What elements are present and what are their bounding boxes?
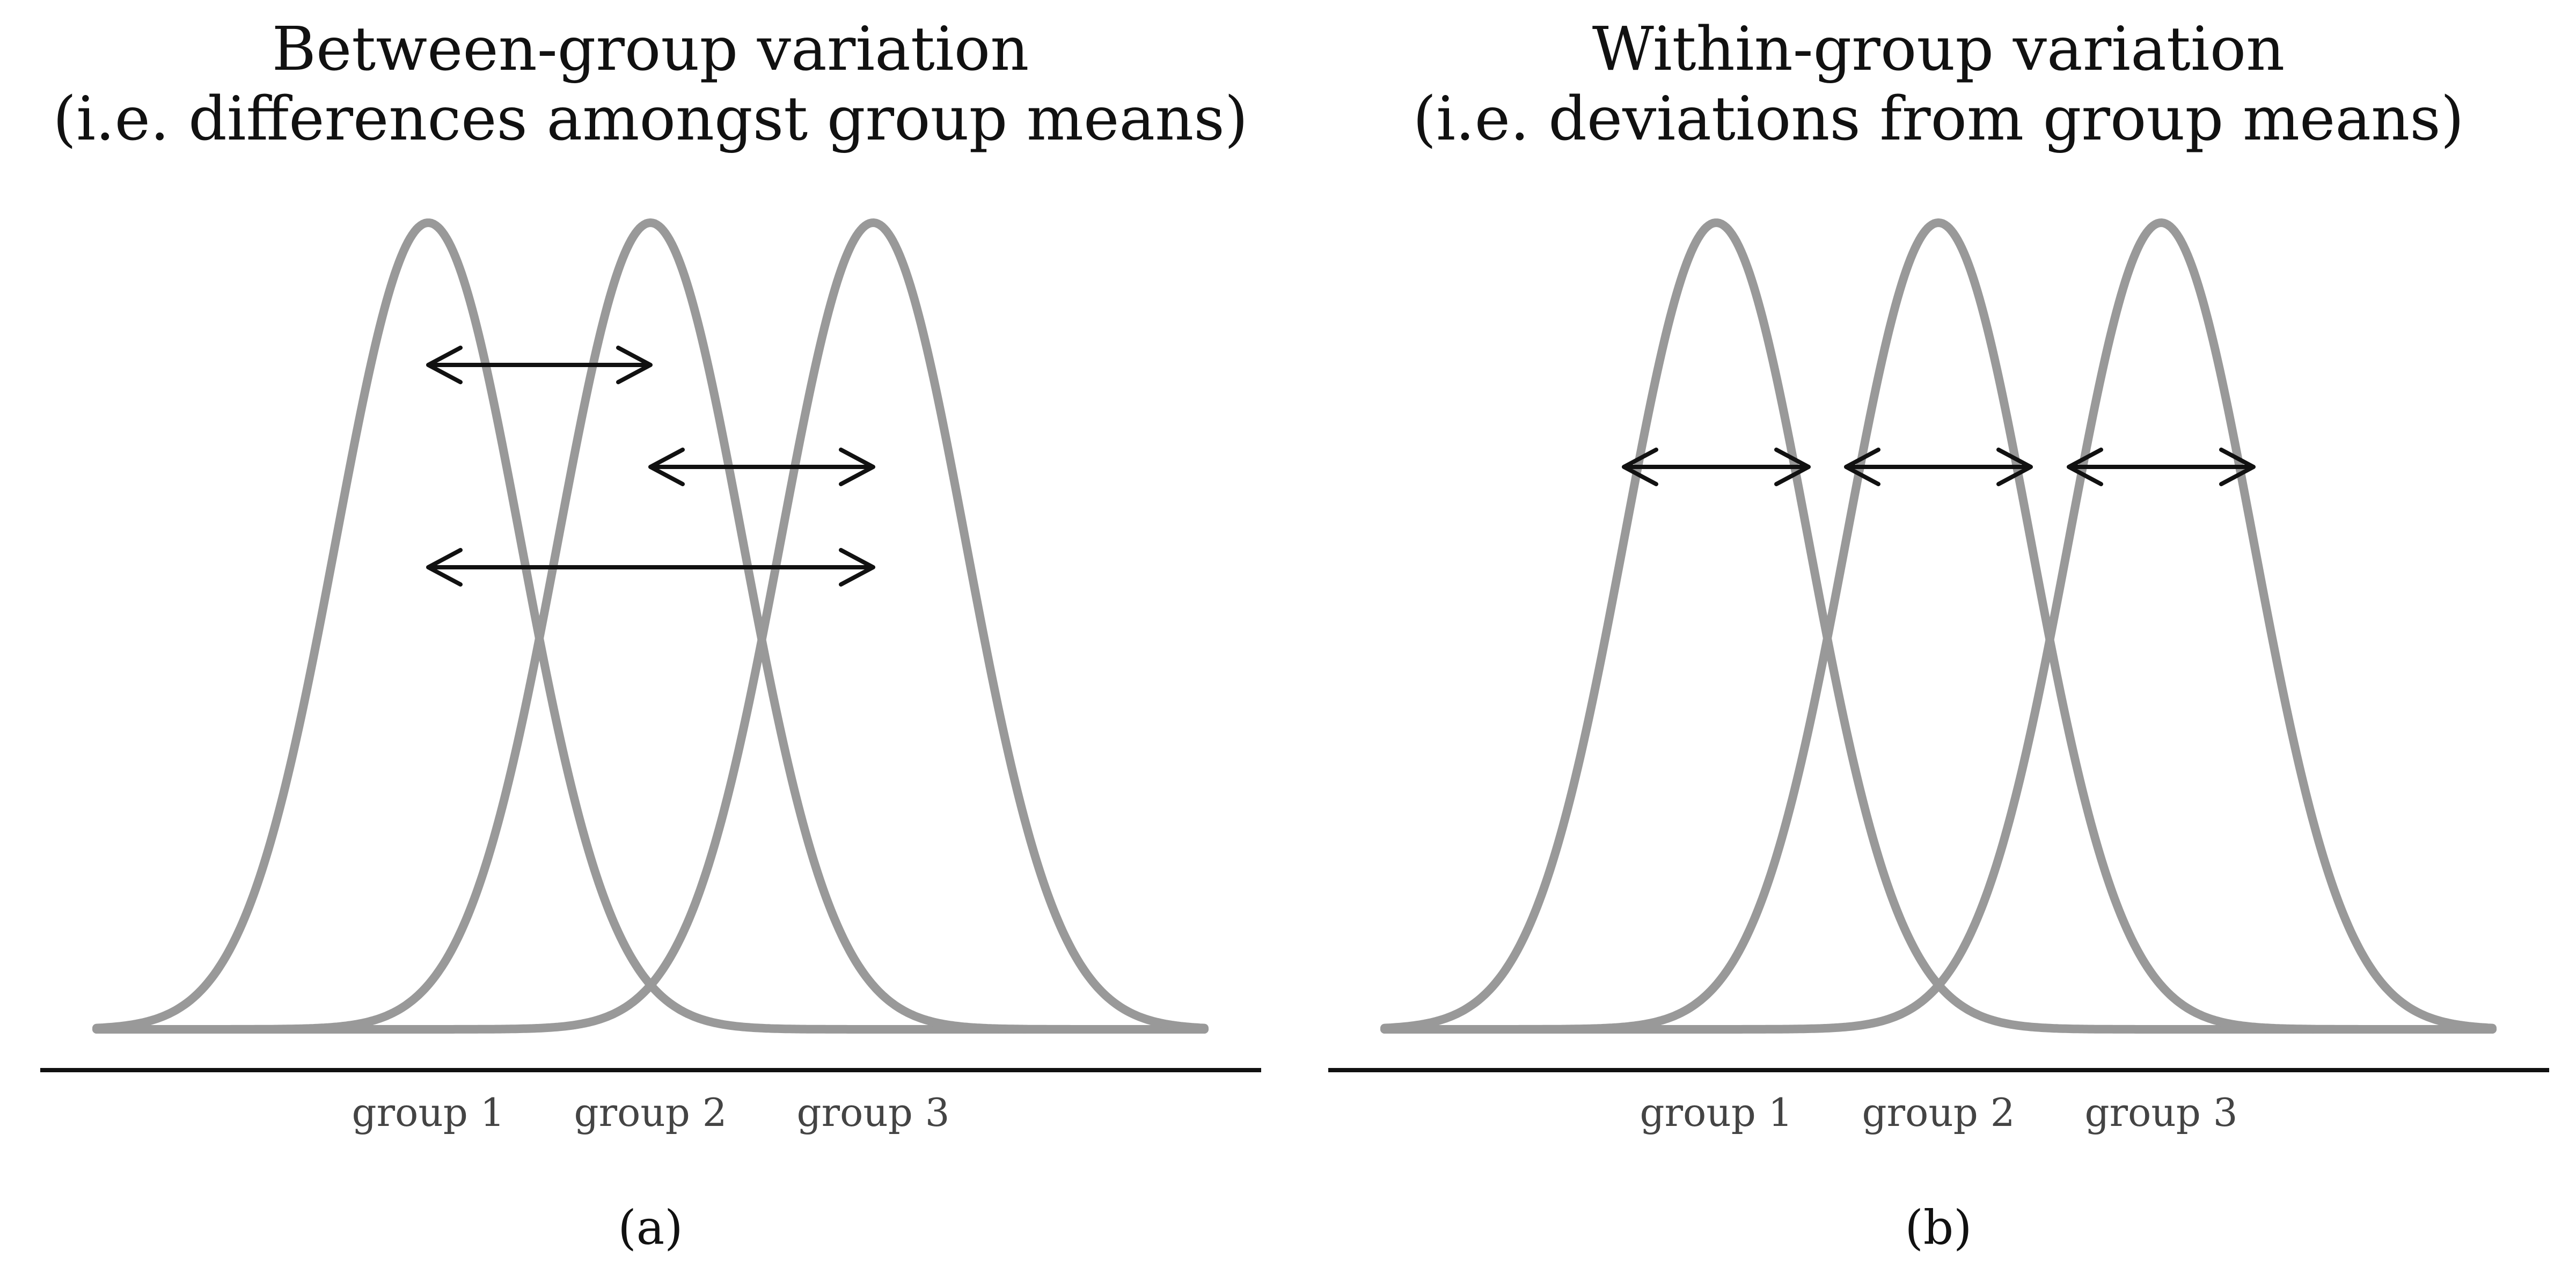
panel-between-group: Between-group variation (i.e. difference…	[40, 14, 1261, 1255]
panel-within-group: Within-group variation (i.e. deviations …	[1328, 14, 2549, 1255]
panel-b-tick-group-3: group 3	[2084, 1090, 2237, 1135]
panel-b-arrows	[1622, 448, 2256, 486]
panel-b-curves	[1380, 218, 2497, 1034]
panel-b-arrow-group-2	[1844, 448, 2033, 486]
panel-a-arrow-group-1-to-3	[426, 548, 875, 587]
panel-a-arrows	[426, 346, 875, 587]
panel-a-tick-group-1: group 1	[352, 1090, 504, 1135]
panel-b-tick-group-2: group 2	[1862, 1090, 2015, 1135]
panel-a-title-line1: Between-group variation	[272, 14, 1029, 84]
panel-b-arrow-group-1	[1622, 448, 1811, 486]
panel-b-curve-group-1	[1380, 218, 2497, 1034]
panel-a-curve-group-3	[92, 218, 1209, 1034]
panel-a-label: (a)	[618, 1200, 683, 1255]
panel-a-curve-group-2	[92, 218, 1209, 1034]
panel-b-title-line1: Within-group variation	[1592, 14, 2285, 84]
panel-b-curve-group-2	[1380, 218, 2497, 1034]
panel-a-tick-group-2: group 2	[574, 1090, 727, 1135]
panel-b-arrow-group-3	[2067, 448, 2256, 486]
panel-a-tick-group-3: group 3	[796, 1090, 949, 1135]
panel-b-curve-group-3	[1380, 218, 2497, 1034]
panel-a-curve-group-1	[92, 218, 1209, 1034]
panel-b-tick-group-1: group 1	[1640, 1090, 1792, 1135]
panel-a-title-line2: (i.e. differences amongst group means)	[53, 84, 1248, 154]
panel-a-arrow-group-1-to-2	[426, 346, 653, 384]
panel-b-title-line2: (i.e. deviations from group means)	[1413, 84, 2464, 154]
panel-a-arrow-group-2-to-3	[648, 448, 875, 486]
panel-b-label: (b)	[1905, 1200, 1972, 1255]
panel-a-curves	[92, 218, 1209, 1034]
